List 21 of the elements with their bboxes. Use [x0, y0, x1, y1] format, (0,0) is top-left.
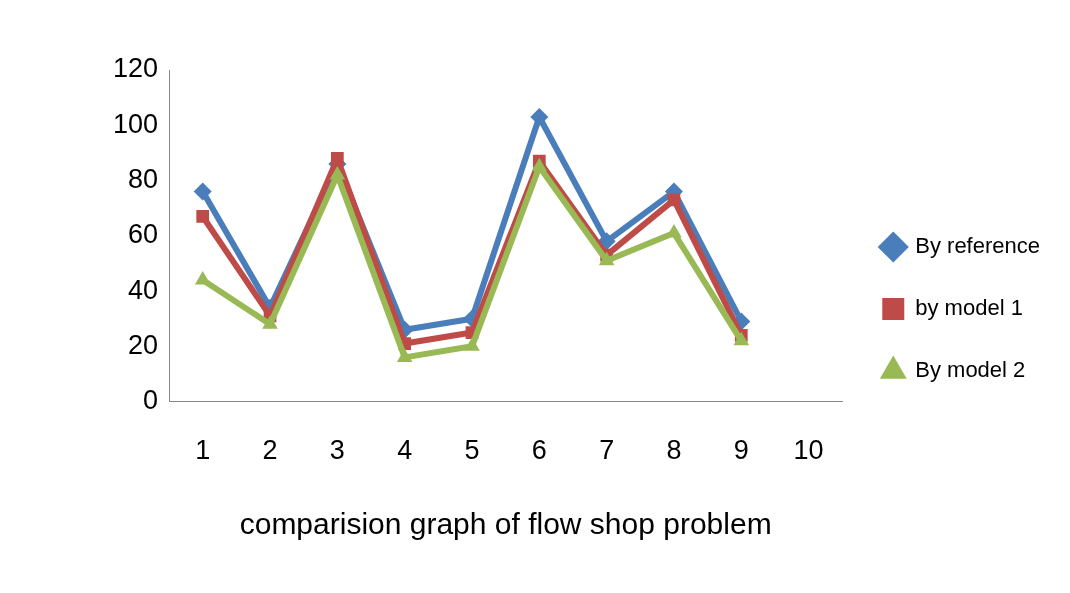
x-tick-label: 1 — [195, 435, 211, 466]
legend-label: by model 1 — [915, 295, 1023, 321]
x-tick-label: 7 — [599, 435, 615, 466]
x-tick-label: 4 — [397, 435, 413, 466]
legend-label: By model 2 — [915, 357, 1026, 383]
y-tick-label: 60 — [128, 219, 159, 250]
x-tick-label: 5 — [464, 435, 480, 466]
x-tick-label: 10 — [793, 435, 824, 466]
y-tick-label: 20 — [128, 329, 159, 360]
legend-label: By reference — [915, 233, 1041, 259]
x-tick-label: 8 — [666, 435, 682, 466]
y-tick-label: 100 — [112, 108, 159, 139]
y-tick-label: 80 — [128, 163, 159, 194]
x-tick-label: 6 — [531, 435, 547, 466]
x-axis-title: comparision graph of flow shop problem — [239, 507, 772, 541]
x-tick-label: 9 — [733, 435, 749, 466]
y-tick-label: 120 — [112, 53, 159, 84]
y-tick-label: 40 — [128, 274, 159, 305]
x-tick-label: 3 — [329, 435, 345, 466]
x-tick-label: 2 — [262, 435, 278, 466]
y-tick-label: 0 — [143, 385, 159, 416]
